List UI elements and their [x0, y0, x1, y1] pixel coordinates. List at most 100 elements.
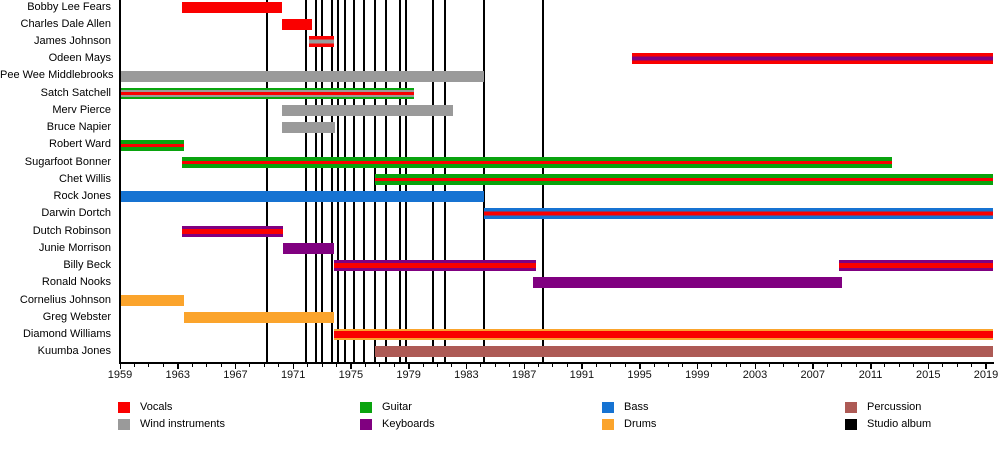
- legend-swatch-keyboards: [360, 419, 372, 430]
- major-tick: [581, 364, 583, 369]
- minor-tick: [249, 364, 251, 367]
- minor-tick: [480, 364, 482, 367]
- minor-tick: [451, 364, 453, 367]
- x-tick-label: 1971: [280, 369, 306, 381]
- timeline-bar: [183, 311, 334, 323]
- timeline-bar: [281, 105, 454, 117]
- member-name: Cornelius Johnson: [19, 293, 111, 306]
- minor-tick: [148, 364, 150, 367]
- timeline-bar: [333, 260, 536, 272]
- timeline-bar: [281, 18, 312, 30]
- minor-tick: [942, 364, 944, 367]
- timeline-bar: [120, 139, 184, 151]
- major-tick: [177, 364, 179, 369]
- timeline-bar: [532, 277, 842, 289]
- major-tick: [292, 364, 295, 369]
- member-name: James Johnson: [33, 34, 111, 47]
- studio-album-line: [336, 0, 339, 362]
- member-name: Rock Jones: [53, 190, 111, 203]
- x-tick-label: 2011: [858, 369, 883, 381]
- minor-tick: [162, 364, 164, 367]
- minor-tick: [321, 364, 323, 367]
- x-tick-label: 2007: [800, 369, 826, 381]
- legend-label-wind: Wind instruments: [140, 418, 225, 430]
- minor-tick: [422, 364, 424, 367]
- minor-tick: [913, 364, 915, 367]
- minor-tick: [364, 364, 366, 367]
- major-tick: [639, 364, 641, 369]
- member-name: Charles Dale Allen: [20, 17, 112, 30]
- major-tick: [812, 364, 814, 369]
- timeline-bar: [120, 87, 415, 99]
- x-tick-label: 2003: [742, 369, 768, 381]
- minor-tick: [191, 364, 193, 367]
- minor-tick: [220, 364, 222, 367]
- minor-tick: [566, 364, 568, 367]
- timeline-bar: [309, 36, 334, 48]
- minor-tick: [783, 364, 785, 367]
- minor-tick: [624, 364, 626, 367]
- member-name: Greg Webster: [42, 310, 111, 323]
- major-tick: [234, 364, 237, 369]
- member-name: Odeen Mays: [48, 52, 111, 65]
- minor-tick: [393, 364, 395, 367]
- timeline-bar: [120, 191, 484, 203]
- timeline-bar: [483, 208, 994, 220]
- member-name: Billy Beck: [63, 259, 111, 272]
- x-tick-label: 1983: [454, 369, 479, 381]
- studio-album-line: [305, 0, 308, 362]
- timeline-bar: [182, 1, 282, 13]
- timeline-bar: [120, 294, 184, 306]
- minor-tick: [552, 364, 554, 367]
- minor-tick: [740, 364, 742, 367]
- legend-swatch-percussion: [845, 402, 857, 413]
- legend-label-drums: Drums: [624, 418, 657, 430]
- member-name: Chet Willis: [59, 172, 111, 185]
- timeline-bar: [182, 156, 893, 168]
- member-name: Robert Ward: [49, 138, 111, 151]
- x-tick-label: 1975: [338, 369, 364, 381]
- minor-tick: [768, 364, 770, 367]
- minor-tick: [595, 364, 597, 367]
- x-tick-label: 2019: [973, 369, 999, 381]
- minor-tick: [509, 364, 511, 367]
- legend-swatch-vocals: [118, 402, 130, 413]
- major-tick: [870, 364, 872, 369]
- timeline-bar: [375, 346, 994, 358]
- x-tick-label: 1991: [569, 369, 595, 381]
- minor-tick: [379, 364, 381, 367]
- major-tick: [754, 364, 757, 369]
- x-tick-label: 1999: [685, 369, 710, 381]
- timeline-bar: [632, 53, 994, 65]
- studio-album-line: [362, 0, 365, 362]
- member-name: Junie Morrison: [38, 241, 111, 254]
- major-tick: [523, 364, 526, 369]
- minor-tick: [206, 364, 208, 367]
- minor-tick: [884, 364, 886, 367]
- major-tick: [408, 364, 410, 369]
- legend-swatch-album: [845, 419, 857, 430]
- major-tick: [465, 364, 468, 369]
- legend-label-keyboards: Keyboards: [382, 418, 435, 430]
- member-name: Diamond Williams: [22, 328, 111, 341]
- x-axis-line: [119, 362, 995, 364]
- member-name: Bobby Lee Fears: [27, 0, 111, 13]
- member-name: Darwin Dortch: [41, 207, 111, 220]
- minor-tick: [682, 364, 684, 367]
- member-name: Dutch Robinson: [32, 224, 111, 237]
- minor-tick: [538, 364, 540, 367]
- x-tick-label: 1995: [627, 369, 652, 381]
- member-name: Ronald Nooks: [41, 276, 111, 289]
- member-name: Merv Pierce: [52, 103, 111, 116]
- minor-tick: [971, 364, 973, 367]
- minor-tick: [725, 364, 727, 367]
- timeline-bar: [281, 122, 336, 134]
- minor-tick: [841, 364, 843, 367]
- x-tick-label: 2015: [915, 369, 941, 381]
- minor-tick: [653, 364, 655, 367]
- timeline-bar: [120, 70, 484, 82]
- minor-tick: [826, 364, 828, 367]
- minor-tick: [263, 364, 265, 367]
- minor-tick: [133, 364, 135, 367]
